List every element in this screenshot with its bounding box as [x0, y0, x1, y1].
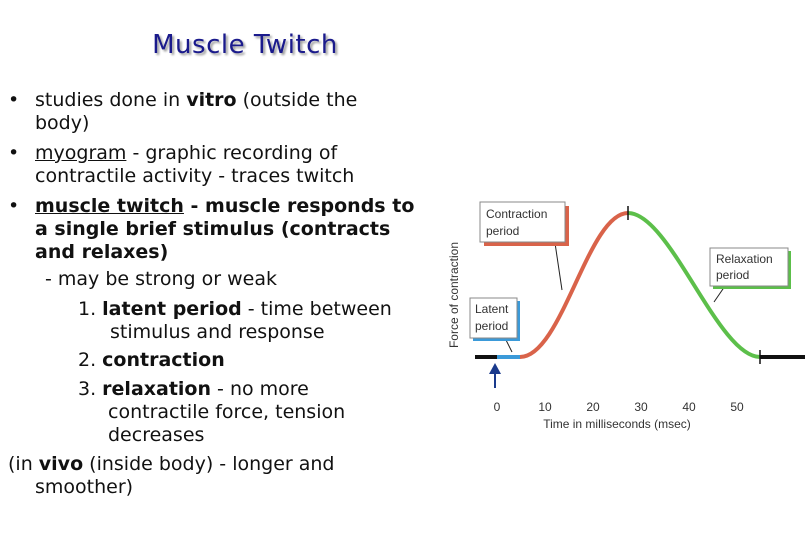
text-line: • muscle twitch - muscle responds to — [8, 195, 414, 217]
text-line: smoother) — [35, 476, 133, 498]
bullet: • — [8, 195, 20, 217]
text-run: 1. — [78, 298, 103, 320]
text-line: • studies done in vitro (outside the — [8, 89, 357, 111]
callout-label: Contraction — [486, 207, 547, 221]
text-run: vitro — [186, 89, 237, 111]
pointer — [554, 242, 563, 291]
slide-title: Muscle Twitch — [152, 30, 338, 60]
text-run: - no more — [211, 378, 309, 400]
callout-label: Latent — [475, 302, 509, 316]
text-line: body) — [35, 112, 89, 134]
text-run: (in — [8, 453, 39, 475]
text-run: studies done in — [35, 89, 187, 111]
text-line: 1. latent period - time between — [78, 298, 392, 320]
text-run: myogram — [35, 142, 127, 164]
text-line: a single brief stimulus (contracts — [35, 218, 390, 240]
text-run: vivo — [38, 453, 84, 475]
x-tick-label: 10 — [538, 400, 552, 414]
callout-box — [469, 297, 518, 339]
contraction-curve — [519, 211, 629, 359]
text-run: 2. — [78, 349, 103, 371]
x-tick-label: 0 — [494, 400, 501, 414]
x-tick-label: 40 — [682, 400, 696, 414]
callout-label: Relaxation — [716, 252, 773, 266]
callout-label: period — [716, 268, 749, 282]
x-tick-label: 30 — [634, 400, 648, 414]
relaxation-curve — [627, 211, 761, 359]
text-run: stimulus and response — [110, 321, 325, 343]
text-run: - graphic recording of — [126, 142, 338, 164]
text-line: - may be strong or weak — [45, 268, 277, 290]
text-run: - time between — [241, 298, 392, 320]
text-line: and relaxes) — [35, 241, 168, 263]
text-line: contractile force, tension — [108, 401, 345, 423]
text-line: stimulus and response — [110, 321, 325, 343]
callout-box — [709, 247, 789, 287]
bullet: • — [8, 89, 20, 111]
text-run: 3. — [78, 378, 103, 400]
text-run: - may be strong or weak — [45, 268, 277, 290]
callout-label: period — [475, 319, 508, 333]
bullet: • — [8, 142, 20, 164]
text-run: contractile activity - traces twitch — [35, 165, 355, 187]
text-run: muscle twitch — [35, 195, 184, 217]
text-run: smoother) — [35, 476, 134, 498]
text-run: a single brief stimulus (contracts — [35, 218, 391, 240]
text-line: 2. contraction — [78, 349, 225, 371]
text-run: - muscle responds to — [183, 195, 415, 217]
text-run: decreases — [108, 424, 205, 446]
x-axis-label: Time in milliseconds (msec) — [543, 417, 691, 431]
text-run: body) — [35, 112, 90, 134]
text-run: and relaxes) — [35, 241, 169, 263]
text-line: • myogram - graphic recording of — [8, 142, 337, 164]
callout-label: period — [486, 224, 519, 238]
x-tick-label: 50 — [730, 400, 744, 414]
text-run: contraction — [102, 349, 225, 371]
text-line: contractile activity - traces twitch — [35, 165, 354, 187]
text-run: (outside the — [236, 89, 358, 111]
y-axis-label: Force of contraction — [447, 242, 461, 348]
text-run: latent period — [102, 298, 242, 320]
text-line: decreases — [108, 424, 204, 446]
stimulus-arrowhead — [489, 363, 501, 374]
text-line: 3. relaxation - no more — [78, 378, 309, 400]
callout-box — [479, 201, 566, 243]
text-run: contractile force, tension — [108, 401, 346, 423]
text-run: (inside body) - longer and — [83, 453, 335, 475]
text-run: relaxation — [102, 378, 212, 400]
text-line: (in vivo (inside body) - longer and — [8, 453, 335, 475]
x-tick-label: 20 — [586, 400, 600, 414]
